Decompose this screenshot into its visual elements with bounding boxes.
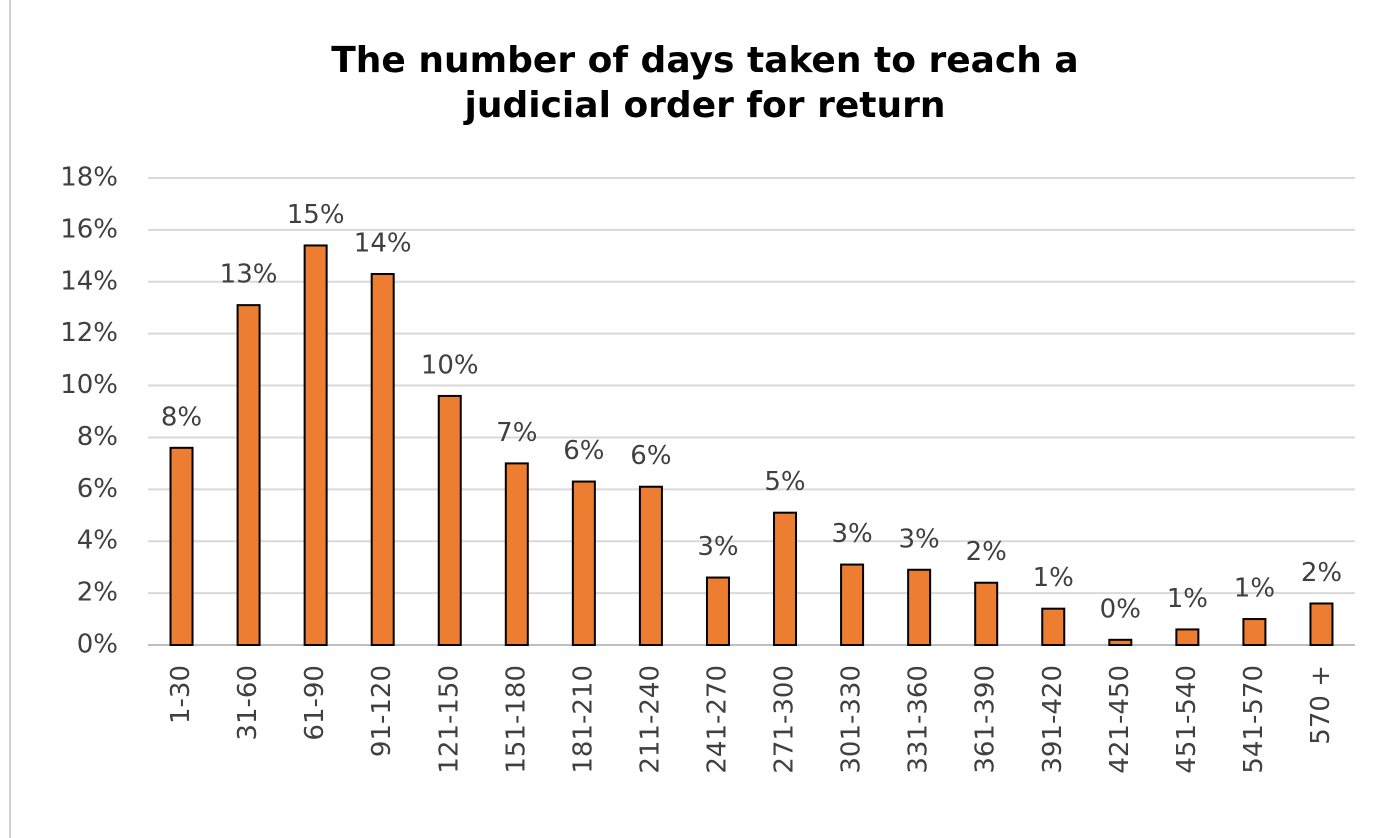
data-label: 13%	[220, 260, 278, 290]
bar	[504, 462, 529, 646]
bar	[840, 563, 865, 646]
data-label: 2%	[1301, 558, 1342, 588]
y-tick-label: 4%	[77, 526, 118, 556]
x-tick-label: 211-240	[635, 665, 665, 774]
bar	[907, 568, 932, 646]
x-tick-label: 541-570	[1239, 665, 1269, 774]
y-tick-label: 8%	[77, 422, 118, 452]
y-tick-label: 14%	[60, 266, 118, 296]
x-tick-label: 121-150	[434, 665, 464, 774]
bar	[303, 244, 328, 646]
data-label: 3%	[899, 524, 940, 554]
bar	[1041, 607, 1066, 647]
x-tick-label: 570 +	[1306, 665, 1336, 745]
data-label: 6%	[563, 436, 604, 466]
x-tick-label: 61-90	[300, 665, 330, 741]
x-tick-label: 241-270	[702, 665, 732, 774]
bar	[974, 581, 999, 647]
bar	[638, 485, 663, 646]
bar	[571, 480, 596, 646]
data-label: 1%	[1033, 563, 1074, 593]
data-label: 8%	[161, 402, 202, 432]
data-label: 2%	[966, 537, 1007, 567]
bar	[236, 304, 261, 646]
data-label: 3%	[697, 532, 738, 562]
x-tick-label: 31-60	[233, 665, 263, 741]
bar	[773, 511, 798, 647]
x-tick-label: 451-540	[1172, 665, 1202, 774]
data-label: 14%	[354, 228, 412, 258]
y-tick-label: 0%	[77, 630, 118, 660]
y-tick-label: 6%	[77, 474, 118, 504]
y-tick-label: 10%	[60, 370, 118, 400]
data-label: 0%	[1100, 594, 1141, 624]
x-tick-label: 181-210	[568, 665, 598, 774]
x-tick-label: 271-300	[770, 665, 800, 774]
data-label: 15%	[287, 200, 345, 230]
data-label: 1%	[1167, 584, 1208, 614]
bar	[1108, 638, 1133, 646]
bar	[1175, 628, 1200, 647]
data-label: 5%	[764, 467, 805, 497]
bar	[1242, 618, 1267, 646]
y-tick-label: 12%	[60, 318, 118, 348]
data-label: 3%	[831, 519, 872, 549]
bar	[169, 446, 194, 647]
data-label: 10%	[421, 350, 479, 380]
bar	[1309, 602, 1334, 647]
y-tick-label: 2%	[77, 578, 118, 608]
x-tick-label: 331-360	[904, 665, 934, 774]
x-tick-label: 361-390	[971, 665, 1001, 774]
y-tick-label: 18%	[60, 163, 118, 193]
x-tick-label: 1-30	[166, 665, 196, 724]
y-tick-label: 16%	[60, 214, 118, 244]
x-tick-label: 151-180	[501, 665, 531, 774]
x-tick-label: 421-450	[1105, 665, 1135, 774]
x-tick-label: 391-420	[1038, 665, 1068, 774]
data-label: 7%	[496, 418, 537, 448]
bar	[705, 576, 730, 646]
x-tick-label: 91-120	[367, 665, 397, 757]
bar	[437, 394, 462, 646]
data-label: 6%	[630, 441, 671, 471]
bar	[370, 272, 395, 646]
chart-title: judicial order for return	[463, 85, 946, 126]
x-tick-label: 301-330	[837, 665, 867, 774]
data-label: 1%	[1234, 574, 1275, 604]
chart-title: The number of days taken to reach a	[331, 40, 1078, 81]
